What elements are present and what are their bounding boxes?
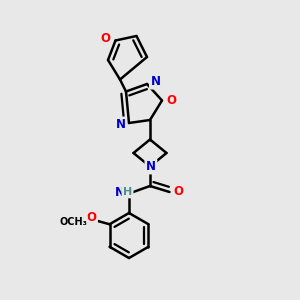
Text: O: O <box>86 211 97 224</box>
Text: O: O <box>166 94 176 107</box>
Text: OCH₃: OCH₃ <box>60 217 88 227</box>
Text: O: O <box>173 185 183 198</box>
Text: N: N <box>116 118 126 131</box>
Text: O: O <box>100 32 110 46</box>
Text: N: N <box>150 75 161 88</box>
Text: H: H <box>123 187 132 197</box>
Text: N: N <box>146 160 156 173</box>
Text: N: N <box>114 185 124 199</box>
